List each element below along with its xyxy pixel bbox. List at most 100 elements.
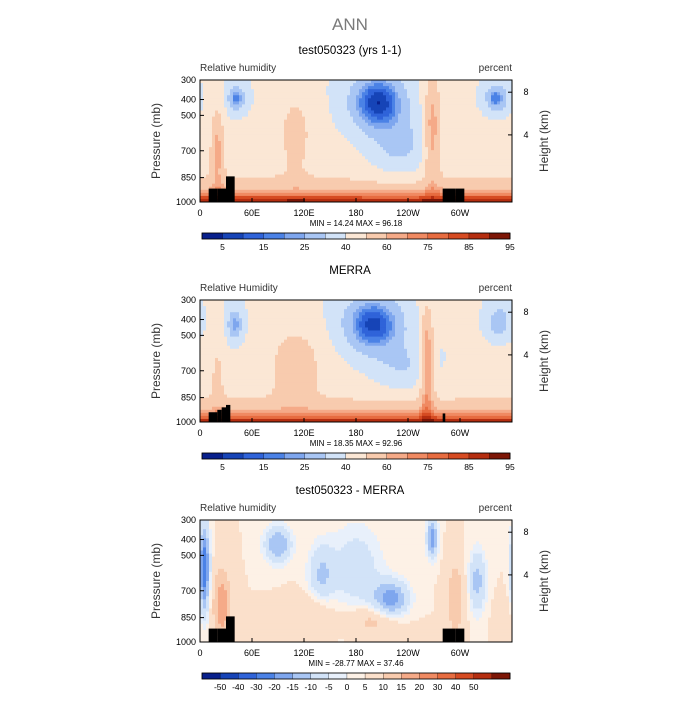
colorbar-label: 0 xyxy=(345,682,350,692)
colorbar-swatch xyxy=(474,673,492,679)
y-tick-label: 500 xyxy=(181,550,196,560)
colorbar-label: 25 xyxy=(300,242,310,252)
colorbar-swatch xyxy=(365,673,383,679)
y2-tick-label: 8 xyxy=(523,307,528,317)
colorbar-label: -20 xyxy=(268,682,281,692)
x-tick-label: 180 xyxy=(348,648,363,658)
colorbar-swatch xyxy=(220,673,238,679)
y2-tick-label: 4 xyxy=(523,350,528,360)
colorbar-swatch xyxy=(366,453,387,459)
y-tick-label: 300 xyxy=(181,75,196,85)
min-max-stats: MIN = 14.24 MAX = 96.18 xyxy=(310,219,403,228)
x-tick-label: 60W xyxy=(451,208,470,218)
colorbar-label: -5 xyxy=(325,682,333,692)
min-max-stats: MIN = 18.35 MAX = 92.96 xyxy=(310,439,403,448)
y-tick-label: 400 xyxy=(181,315,196,325)
y-tick-label: 1000 xyxy=(176,637,196,647)
colorbar-swatch xyxy=(202,453,223,459)
y2-axis-title: Height (km) xyxy=(537,330,551,392)
colorbar-swatch xyxy=(325,453,346,459)
colorbar-swatch xyxy=(346,233,367,239)
y-tick-label: 300 xyxy=(181,295,196,305)
colorbar-swatch xyxy=(223,453,244,459)
colorbar-swatch xyxy=(438,673,456,679)
colorbar-label: 20 xyxy=(415,682,425,692)
colorbar-swatch xyxy=(305,453,326,459)
colorbar-swatch xyxy=(256,673,274,679)
colorbar-swatch xyxy=(401,673,419,679)
panel-left-label: Relative humidity xyxy=(200,63,276,74)
figure-title: ANN xyxy=(332,15,368,34)
y-tick-label: 850 xyxy=(181,613,196,623)
x-tick-label: 60W xyxy=(451,648,470,658)
x-tick-label: 0 xyxy=(197,208,202,218)
colorbar-label: -10 xyxy=(305,682,318,692)
y-tick-label: 400 xyxy=(181,95,196,105)
colorbar-swatch xyxy=(238,673,256,679)
panel-right-label: percent xyxy=(479,503,513,514)
colorbar-swatch xyxy=(448,233,469,239)
panel-title: MERRA xyxy=(329,265,371,277)
x-tick-label: 60E xyxy=(244,208,260,218)
colorbar-label: 95 xyxy=(505,242,515,252)
y-tick-label: 850 xyxy=(181,173,196,183)
colorbar-label: 25 xyxy=(300,462,310,472)
colorbar-label: -30 xyxy=(250,682,263,692)
colorbar-label: 85 xyxy=(464,242,474,252)
colorbar-swatch xyxy=(325,233,346,239)
terrain-block xyxy=(443,189,456,202)
terrain-block xyxy=(209,629,218,642)
y-axis-title: Pressure (mb) xyxy=(149,543,163,619)
colorbar-swatch xyxy=(407,453,428,459)
colorbar-label: 40 xyxy=(341,242,351,252)
x-tick-label: 0 xyxy=(197,428,202,438)
colorbar-swatch xyxy=(383,673,401,679)
contour-field xyxy=(200,300,512,422)
terrain-block xyxy=(217,410,221,422)
colorbar-label: 40 xyxy=(451,682,461,692)
colorbar-swatch xyxy=(202,673,220,679)
colorbar-swatch xyxy=(284,233,305,239)
terrain-block xyxy=(226,176,235,202)
colorbar-swatch xyxy=(243,453,264,459)
y-tick-label: 400 xyxy=(181,535,196,545)
x-tick-label: 120W xyxy=(396,208,420,218)
colorbar-swatch xyxy=(293,673,311,679)
y-axis-title: Pressure (mb) xyxy=(149,323,163,399)
colorbar-label: 95 xyxy=(505,462,515,472)
y2-tick-label: 4 xyxy=(523,570,528,580)
colorbar-swatch xyxy=(329,673,347,679)
panel-title: test050323 (yrs 1-1) xyxy=(299,45,402,57)
colorbar-label: 60 xyxy=(382,462,392,472)
terrain-block xyxy=(443,629,456,642)
panel-right-label: percent xyxy=(479,283,513,294)
colorbar-swatch xyxy=(274,673,292,679)
y2-tick-label: 4 xyxy=(523,130,528,140)
colorbar-swatch xyxy=(469,453,490,459)
colorbar-swatch xyxy=(347,673,365,679)
colorbar-swatch xyxy=(223,233,244,239)
y-tick-label: 1000 xyxy=(176,197,196,207)
colorbar-label: -50 xyxy=(214,682,227,692)
x-tick-label: 120W xyxy=(396,648,420,658)
y2-tick-label: 8 xyxy=(523,87,528,97)
colorbar-swatch xyxy=(243,233,264,239)
x-tick-label: 180 xyxy=(348,208,363,218)
panel-right-label: percent xyxy=(479,63,513,74)
colorbar-swatch xyxy=(305,233,326,239)
terrain-block xyxy=(226,616,235,642)
y-tick-label: 850 xyxy=(181,393,196,403)
x-tick-label: 60E xyxy=(244,648,260,658)
terrain-block xyxy=(217,189,226,202)
panel-title: test050323 - MERRA xyxy=(296,485,405,497)
colorbar-label: 5 xyxy=(220,462,225,472)
colorbar-swatch xyxy=(202,233,223,239)
y-tick-label: 300 xyxy=(181,515,196,525)
colorbar-swatch xyxy=(264,233,285,239)
x-tick-label: 120E xyxy=(293,648,314,658)
y2-tick-label: 8 xyxy=(523,527,528,537)
